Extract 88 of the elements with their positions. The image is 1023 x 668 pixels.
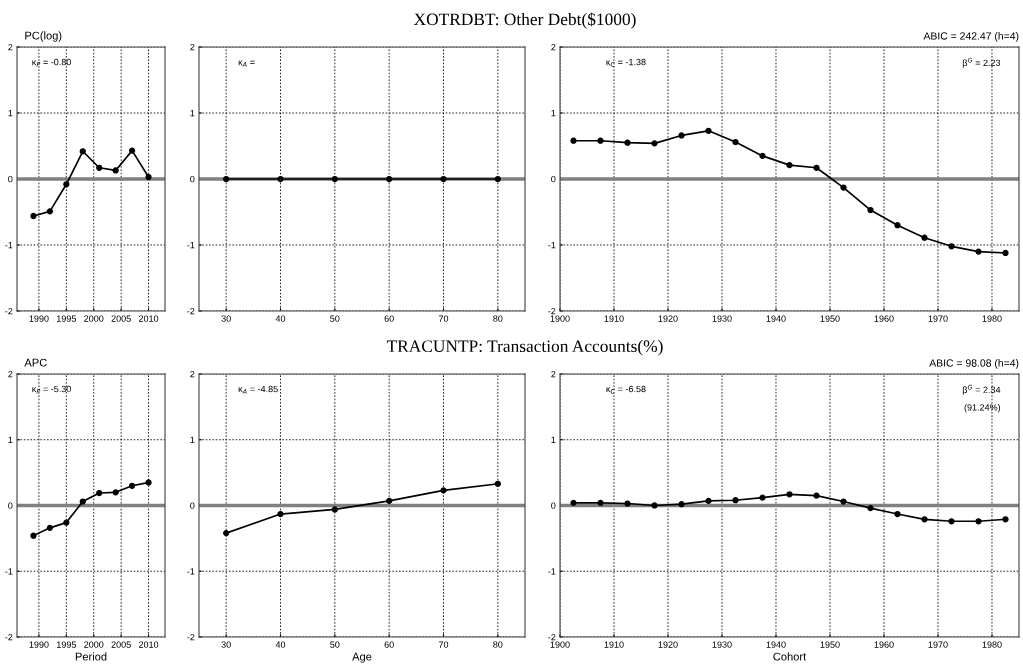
y-tick-label: 1 — [8, 436, 13, 444]
x-tick-label: 1960 — [874, 315, 894, 322]
y-tick-label: 0 — [551, 502, 556, 509]
annotation: κ$_{A}$ = -4.85 — [238, 385, 278, 394]
x-axis-title: Age — [352, 652, 372, 663]
y-tick-label: -2 — [548, 633, 556, 641]
y-tick-label: -1 — [5, 242, 13, 249]
y-tick-label: 2 — [8, 43, 13, 51]
x-tick-label: 60 — [384, 641, 394, 648]
y-tick-label: -1 — [187, 568, 195, 575]
x-axis-title: Cohort — [773, 652, 807, 661]
y-axis-title: PC(log) — [25, 31, 62, 42]
x-tick-label: 1970 — [928, 315, 948, 322]
annotation: κ$_{C}$ = -1.38 — [606, 58, 646, 67]
x-tick-label: 50 — [330, 641, 340, 648]
x-tick-label: 80 — [493, 641, 503, 648]
y-tick-label: -1 — [548, 568, 556, 575]
x-tick-label: 1940 — [766, 641, 786, 648]
y-tick-label: 2 — [551, 43, 556, 51]
annotation: κ$_{P}$ = -5.30 — [32, 385, 71, 394]
y-tick-label: -2 — [187, 307, 195, 315]
x-tick-label: 1980 — [982, 641, 1002, 648]
y-tick-label: 2 — [190, 370, 195, 378]
y-tick-label: -1 — [548, 242, 556, 249]
x-tick-label: 30 — [221, 641, 231, 648]
x-tick-label: 30 — [221, 315, 231, 322]
x-tick-label: 50 — [330, 315, 340, 322]
x-tick-label: 80 — [493, 315, 503, 322]
x-tick-label: 1910 — [604, 641, 624, 648]
x-tick-label: 1950 — [820, 315, 840, 322]
x-tick-label: 1900 — [550, 641, 570, 648]
chart-subtitle: ABIC = 242.47 (h=4) — [923, 32, 1019, 42]
x-tick-label: 2000 — [84, 641, 104, 648]
x-tick-label: 2005 — [111, 641, 131, 648]
y-tick-label: 2 — [8, 370, 13, 378]
y-tick-label: 2 — [551, 370, 556, 378]
y-tick-label: 0 — [190, 175, 195, 183]
x-tick-label: 1960 — [874, 641, 894, 648]
y-tick-label: -2 — [187, 633, 195, 641]
x-tick-label: 2000 — [84, 315, 104, 322]
y-tick-label: 1 — [190, 436, 195, 444]
x-tick-label: 40 — [275, 641, 286, 648]
y-tick-label: -2 — [5, 633, 13, 641]
chart-title: XOTRDBT: Other Debt($1000) — [413, 12, 636, 29]
y-tick-label: 0 — [8, 502, 13, 509]
y-tick-label: -2 — [548, 307, 556, 315]
x-tick-label: 1910 — [604, 315, 624, 322]
x-tick-label: 1920 — [658, 641, 678, 648]
y-tick-label: 1 — [8, 110, 13, 117]
annotation: β$^{G}$ = 2.34 — [962, 384, 1001, 395]
x-tick-label: 70 — [438, 641, 449, 648]
y-tick-label: 0 — [8, 175, 13, 183]
x-tick-label: 70 — [438, 315, 449, 322]
x-tick-label: 1995 — [56, 315, 76, 322]
y-tick-label: 0 — [551, 175, 556, 183]
y-tick-label: -1 — [187, 242, 195, 249]
x-tick-label: 1980 — [982, 315, 1002, 322]
x-tick-label: 1950 — [820, 641, 840, 648]
y-tick-label: -1 — [5, 568, 13, 575]
x-tick-label: 1970 — [928, 641, 948, 648]
annotation: β$^{G}$ = 2.23 — [962, 57, 1001, 68]
x-tick-label: 1900 — [550, 315, 570, 322]
y-tick-label: 1 — [551, 436, 556, 444]
x-tick-label: 1930 — [712, 315, 732, 322]
x-tick-label: 60 — [384, 315, 394, 322]
x-axis-title: Period — [75, 652, 107, 661]
x-tick-label: 1920 — [658, 315, 678, 322]
x-tick-label: 1930 — [712, 641, 732, 648]
x-tick-label: 40 — [275, 315, 286, 322]
x-tick-label: 1995 — [56, 641, 76, 648]
y-tick-label: 2 — [190, 43, 195, 51]
annotation: κ$_{A}$ = — [238, 60, 255, 67]
y-tick-label: 0 — [190, 502, 195, 509]
y-tick-label: 1 — [190, 110, 195, 117]
annotation: (91.24%) — [964, 403, 1001, 413]
annotation: κ$_{P}$ = -0.80 — [32, 58, 71, 67]
chart-title: TRACUNTP: Transaction Accounts(%) — [386, 339, 663, 356]
y-tick-label: -2 — [5, 307, 13, 315]
x-tick-label: 1990 — [29, 641, 49, 648]
x-tick-label: 1940 — [766, 315, 786, 322]
x-tick-label: 2010 — [138, 315, 159, 322]
x-tick-label: 2010 — [138, 641, 159, 648]
y-axis-title: APC — [24, 358, 47, 367]
chart-subtitle: ABIC = 98.08 (h=4) — [929, 359, 1019, 369]
x-tick-label: 1990 — [29, 315, 49, 322]
annotation: κ$_{C}$ = -6.58 — [606, 385, 646, 394]
x-tick-label: 2005 — [111, 315, 131, 322]
y-tick-label: 1 — [551, 110, 556, 117]
